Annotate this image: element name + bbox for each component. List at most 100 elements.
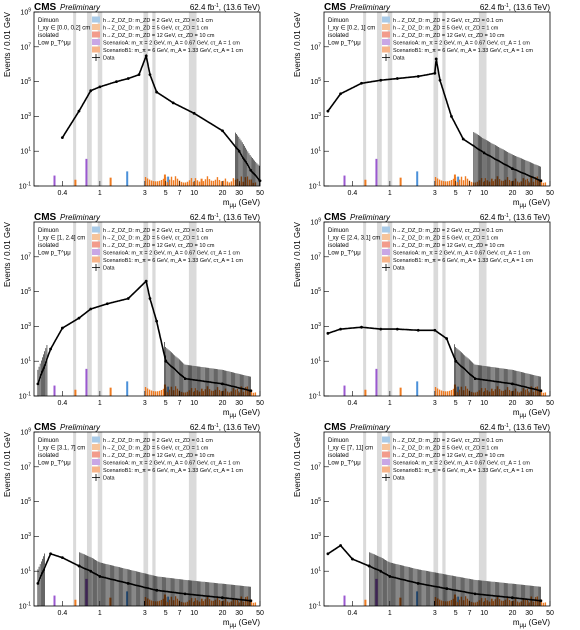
signal-peak	[126, 171, 129, 186]
plot-frame	[323, 11, 551, 187]
signal-peak	[126, 381, 129, 396]
preliminary-label: Preliminary	[60, 3, 101, 12]
y-tick-label: 103	[20, 532, 31, 541]
x-tick-label: 7	[178, 190, 182, 197]
y-tick-label: 103	[310, 322, 321, 331]
y-tick-exp: 1	[28, 567, 31, 573]
preliminary-label: Preliminary	[350, 3, 391, 12]
data-point	[360, 325, 363, 329]
y-tick-base: 10	[20, 44, 28, 51]
cms-label: CMS	[324, 2, 347, 13]
y-axis-label: Events / 0.01 GeV	[293, 431, 302, 497]
y-axis-label: Events / 0.01 GeV	[293, 221, 302, 287]
selection-line: Low p_T^μμ	[38, 461, 71, 467]
y-tick-exp: -1	[317, 602, 322, 608]
y-tick-exp: -1	[27, 392, 32, 398]
x-tick-label: 0.4	[348, 400, 358, 407]
signal-fill	[254, 602, 257, 606]
signal-fill	[450, 600, 453, 606]
data-point	[249, 389, 253, 393]
signal-fill	[434, 387, 437, 396]
lumi-label: 62.4 fb-1, (13.6 TeV)	[480, 213, 550, 222]
signal-peak	[53, 595, 56, 606]
signal-fill	[510, 601, 513, 606]
y-tick-base: 10	[20, 149, 28, 156]
x-tick-label: 20	[219, 610, 227, 617]
excluded-band	[442, 12, 446, 186]
excluded-band	[143, 222, 149, 396]
y-tick-exp: 1	[28, 147, 31, 153]
legend-label: h→Z_DZ_D: m_ZD = 5 GeV, cτ_ZD = 1 cm	[103, 236, 209, 242]
lumi-exp: -1	[504, 213, 509, 219]
signal-fill	[194, 388, 197, 396]
excluded-band	[143, 12, 149, 186]
y-tick-base: 10	[20, 464, 28, 471]
legend-swatch	[382, 451, 390, 458]
signal-fill	[440, 390, 443, 396]
signal-fill	[208, 389, 211, 396]
signal-fill	[152, 181, 155, 186]
signal-fill	[500, 600, 503, 606]
y-tick-label: 103	[310, 532, 321, 541]
x-tick-label: 0.4	[58, 610, 68, 617]
data-series	[61, 53, 261, 181]
data-point	[183, 592, 187, 596]
y-tick-exp: 5	[318, 497, 321, 503]
excluded-band	[433, 12, 439, 186]
signal-fill	[196, 180, 199, 186]
x-tick-label: 0.4	[348, 190, 358, 197]
y-tick-exp: -1	[27, 182, 32, 188]
legend-label: h→Z_DZ_D: m_ZD = 5 GeV, cτ_ZD = 1 cm	[393, 446, 499, 452]
excluded-band	[387, 432, 393, 606]
signal-fill	[466, 388, 469, 396]
legend-label: h→Z_DZ_D: m_ZD = 2 GeV, cτ_ZD = 0.1 cm	[393, 228, 503, 234]
signal-fill	[210, 600, 213, 606]
signal-fill	[182, 182, 185, 186]
data-point	[237, 149, 241, 153]
signal-fill	[174, 386, 177, 396]
signal-fill	[466, 598, 469, 606]
signal-fill	[218, 179, 221, 186]
y-tick-label: 10-1	[19, 602, 31, 611]
data-point	[511, 596, 514, 600]
data-point	[326, 109, 330, 113]
selection-line: Dimuon	[328, 438, 349, 444]
data-point	[461, 137, 465, 141]
signal-fill	[166, 182, 169, 186]
selection-line: isolated	[328, 243, 349, 249]
legend-swatch	[92, 444, 100, 450]
x-tick-label: 3	[433, 610, 437, 617]
x-label-main: m	[223, 408, 230, 417]
y-tick-label: 103	[20, 112, 31, 121]
signal-fill	[150, 180, 153, 186]
x-tick-label: 10	[480, 190, 488, 197]
data-point	[98, 85, 102, 89]
y-tick-base: 10	[20, 114, 28, 121]
data-point	[416, 328, 420, 332]
legend-label: ScenarioB1: m_π = 6 GeV, m_A = 1.33 GeV,…	[393, 48, 533, 54]
data-point	[60, 326, 64, 330]
signal-fill	[450, 390, 453, 396]
x-tick-label: 7	[178, 610, 182, 617]
y-tick-base: 10	[309, 394, 317, 401]
y-tick-label: 105	[310, 287, 321, 296]
excluded-band	[188, 222, 197, 396]
signal-fill	[176, 178, 179, 186]
x-tick-label: 5	[454, 190, 458, 197]
chart-panel-1: 0.4 1 3 5 7 10 20 30 50 10-1 101 103 105 107 109 mμμ (G…	[0, 0, 290, 210]
signal-fill	[436, 178, 439, 186]
signal-fill	[534, 177, 537, 186]
y-tick-exp: 1	[318, 147, 321, 153]
signal-fill	[156, 391, 159, 396]
excluded-band	[97, 432, 103, 606]
energy-value: , (13.6 TeV)	[509, 213, 551, 222]
signal-fill	[516, 601, 519, 606]
legend-label: ScenarioA: m_π = 2 GeV, m_A = 0.67 GeV, …	[393, 251, 530, 257]
signal-fill	[228, 602, 231, 606]
signal-fill	[490, 391, 493, 396]
y-tick-label: 105	[20, 497, 31, 506]
x-tick-label: 10	[480, 610, 488, 617]
signal-fill	[206, 176, 209, 186]
signal-fill	[544, 602, 547, 606]
y-tick-exp: 1	[318, 567, 321, 573]
